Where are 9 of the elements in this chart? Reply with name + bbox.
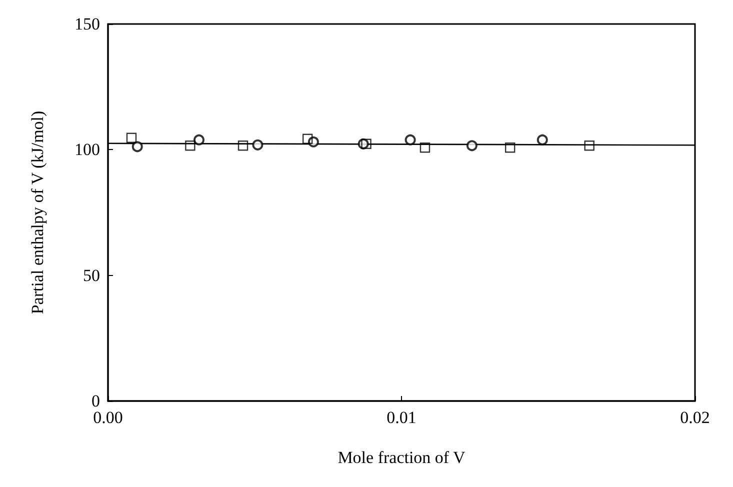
- y-tick-label: 0: [92, 392, 100, 410]
- x-tick-label: 0.02: [680, 408, 710, 427]
- y-tick-label: 50: [83, 266, 100, 285]
- x-tick-label: 0.01: [386, 408, 416, 427]
- y-tick-label: 100: [74, 140, 100, 160]
- y-axis-title: Partial enthalpy of V (kJ/mol): [28, 110, 47, 314]
- x-tick-label: 0.00: [93, 408, 123, 427]
- x-axis-title: Mole fraction of V: [338, 448, 466, 467]
- y-tick-label: 150: [74, 14, 100, 34]
